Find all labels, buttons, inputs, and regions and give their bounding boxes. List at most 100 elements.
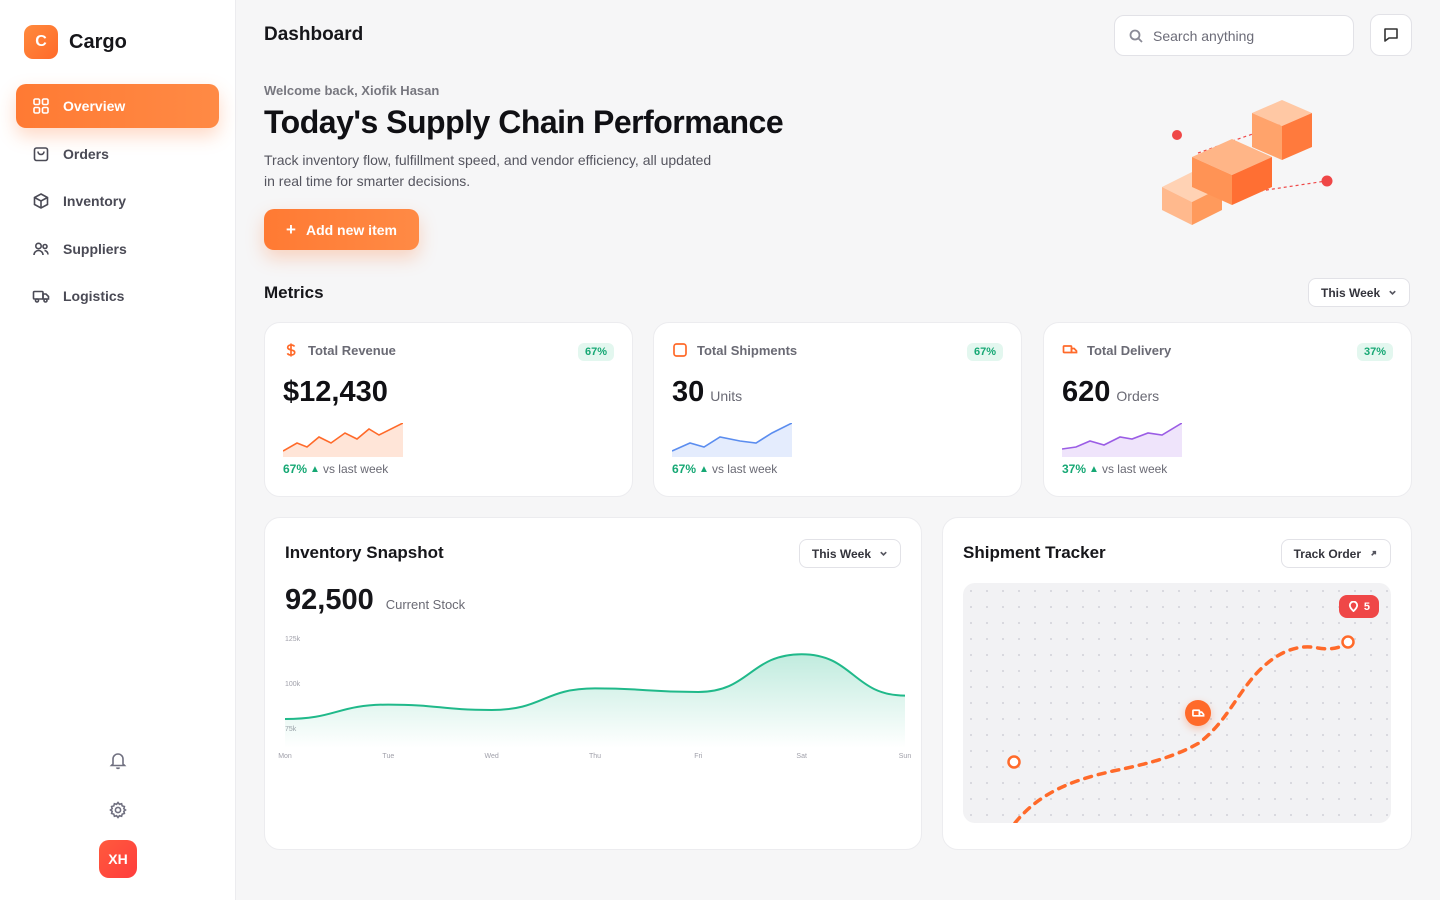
metric-unit: Orders (1116, 388, 1160, 404)
plus-icon: + (286, 220, 296, 239)
user-avatar[interactable]: XH (0, 840, 236, 878)
shipments-sparkline (672, 423, 792, 457)
track-order-label: Track Order (1293, 546, 1361, 561)
metric-card-delivery[interactable]: Total Delivery 37% 620 Orders 37% ▲ vs l… (1043, 322, 1412, 497)
sidebar-item-orders[interactable]: Orders (16, 132, 219, 176)
metrics-period-select[interactable]: This Week (1308, 278, 1411, 307)
stock-number: 92,500 (285, 584, 374, 616)
hero-title: Today's Supply Chain Performance (264, 104, 784, 140)
delivery-sparkline (1062, 423, 1182, 457)
messages-button[interactable] (1370, 14, 1412, 56)
square-icon (673, 343, 687, 357)
period-label: This Week (1321, 285, 1381, 300)
metric-header: Total Revenue (283, 342, 396, 358)
status-badge: 37% (1356, 343, 1393, 361)
settings-button[interactable] (0, 800, 236, 825)
alert-badge[interactable]: 5 (1338, 595, 1379, 618)
truck-marker[interactable] (1185, 700, 1211, 726)
chat-icon (1384, 28, 1398, 42)
hero-description: Track inventory flow, fulfillment speed,… (264, 152, 712, 189)
sidebar-nav: Overview Orders Inventory Suppliers Logi… (16, 84, 219, 322)
sidebar-item-label: Inventory (63, 193, 127, 209)
metric-header: Total Delivery (1062, 342, 1171, 358)
add-new-item-button[interactable]: + Add new item (264, 209, 419, 250)
brand-name: Cargo (69, 30, 127, 53)
chevron-down-icon (880, 551, 887, 556)
bag-icon (33, 146, 49, 161)
shipment-tracker-card: Shipment Tracker Track Order 5 (942, 517, 1412, 850)
sidebar-item-overview[interactable]: Overview (16, 84, 219, 128)
metric-change: 67% ▲ vs last week (283, 462, 388, 476)
revenue-sparkline (283, 423, 403, 457)
y-tick-label: 100k (285, 681, 301, 688)
boxes-illustration (1162, 100, 1333, 225)
avatar: XH (99, 840, 137, 878)
metric-value: 30 Units (672, 376, 742, 409)
search-input[interactable] (1153, 27, 1333, 44)
notifications-button[interactable] (0, 750, 236, 775)
box-icon (33, 193, 49, 209)
brand[interactable]: C Cargo (24, 25, 127, 59)
change-percent: 67% (283, 462, 308, 476)
inventory-period-select[interactable]: This Week (798, 539, 901, 568)
page-title: Dashboard (264, 24, 364, 45)
metric-card-revenue[interactable]: Total Revenue 67% $12,430 67% ▲ vs last … (264, 322, 633, 497)
x-tick-label: Thu (589, 753, 601, 760)
chart-series-line (284, 653, 906, 720)
metric-number: $12,430 (283, 376, 388, 408)
x-tick-label: Wed (485, 753, 499, 760)
metric-label: Total Revenue (308, 342, 396, 358)
x-tick-label: Tue (382, 753, 394, 760)
x-tick-label: Mon (278, 753, 292, 760)
location-pin-icon (1348, 601, 1358, 612)
status-badge: 67% (577, 343, 614, 361)
y-tick-label: 125k (285, 636, 301, 643)
sidebar-item-label: Orders (63, 145, 109, 162)
up-arrow-icon: ▲ (699, 463, 709, 475)
sidebar-item-logistics[interactable]: Logistics (16, 274, 219, 318)
x-tick-label: Sun (899, 753, 912, 760)
metric-number: 30 (672, 376, 705, 408)
track-order-button[interactable]: Track Order (1280, 539, 1391, 568)
metric-header: Total Shipments (672, 342, 797, 358)
arrow-up-right-icon (1371, 550, 1377, 556)
inventory-value: 92,500 Current Stock (285, 584, 465, 617)
card-title: Inventory Snapshot (285, 543, 444, 562)
chart-area (285, 654, 905, 748)
x-tick-label: Sat (796, 753, 807, 760)
metric-number: 620 (1062, 376, 1111, 408)
metrics-title: Metrics (264, 283, 324, 302)
truck-icon (1062, 345, 1078, 354)
up-arrow-icon: ▲ (310, 463, 320, 475)
metric-unit: Units (710, 388, 743, 404)
search-box[interactable] (1114, 15, 1354, 56)
change-text: vs last week (711, 462, 778, 476)
metric-card-shipments[interactable]: Total Shipments 67% 30 Units 67% ▲ vs la… (653, 322, 1022, 497)
route-path (1007, 635, 1355, 823)
gear-icon (108, 800, 128, 825)
grid-icon (33, 98, 49, 114)
sidebar-item-suppliers[interactable]: Suppliers (16, 227, 219, 271)
sidebar-item-label: Suppliers (63, 240, 127, 257)
change-text: vs last week (1101, 462, 1168, 476)
sidebar-item-label: Logistics (63, 288, 125, 304)
truck-icon (1191, 708, 1204, 717)
alert-count: 5 (1363, 600, 1370, 613)
period-label: This Week (811, 546, 871, 561)
shipment-map[interactable]: 5 (963, 583, 1391, 823)
truck-icon (32, 290, 50, 303)
chevron-down-icon (1389, 290, 1396, 295)
up-arrow-icon: ▲ (1089, 463, 1099, 475)
status-badge: 67% (966, 343, 1003, 361)
sidebar: C Cargo Overview Orders Inventory Suppli… (0, 0, 236, 900)
sidebar-item-inventory[interactable]: Inventory (16, 179, 219, 223)
users-icon (33, 241, 49, 255)
brand-logo: C (24, 25, 58, 59)
card-title: Shipment Tracker (963, 543, 1106, 562)
change-percent: 37% (1062, 462, 1087, 476)
metric-change: 67% ▲ vs last week (672, 462, 777, 476)
change-percent: 67% (672, 462, 697, 476)
change-text: vs last week (322, 462, 389, 476)
inventory-snapshot-card: Inventory Snapshot This Week 92,500 Curr… (264, 517, 922, 850)
